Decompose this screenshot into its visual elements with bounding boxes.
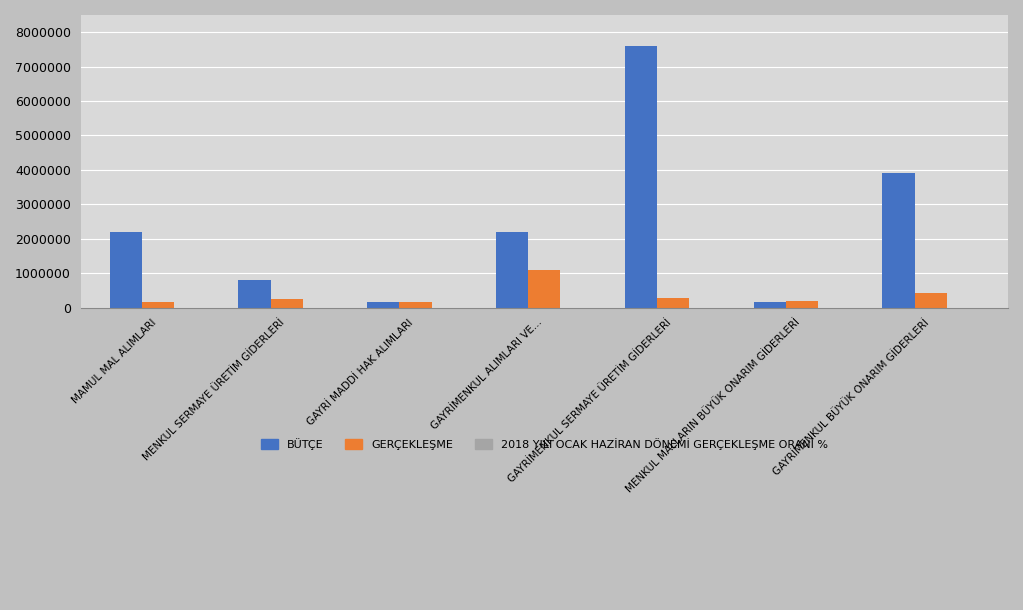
Bar [271,299,303,307]
Bar [915,293,947,307]
Bar [367,303,399,307]
Bar [625,46,657,307]
Bar [142,303,174,307]
Bar [786,301,818,307]
Bar [109,232,142,307]
Bar [399,303,432,307]
Bar [883,173,915,307]
Bar [496,232,528,307]
Bar [754,303,786,307]
Bar [238,280,271,307]
Legend: BÜTÇE, GERÇEKLEŞME, 2018 YILI OCAK HAZİRAN DÖNEMİ GERÇEKLEŞME ORANI %: BÜTÇE, GERÇEKLEŞME, 2018 YILI OCAK HAZİR… [257,433,832,454]
Bar [657,298,690,307]
Bar [528,270,561,307]
